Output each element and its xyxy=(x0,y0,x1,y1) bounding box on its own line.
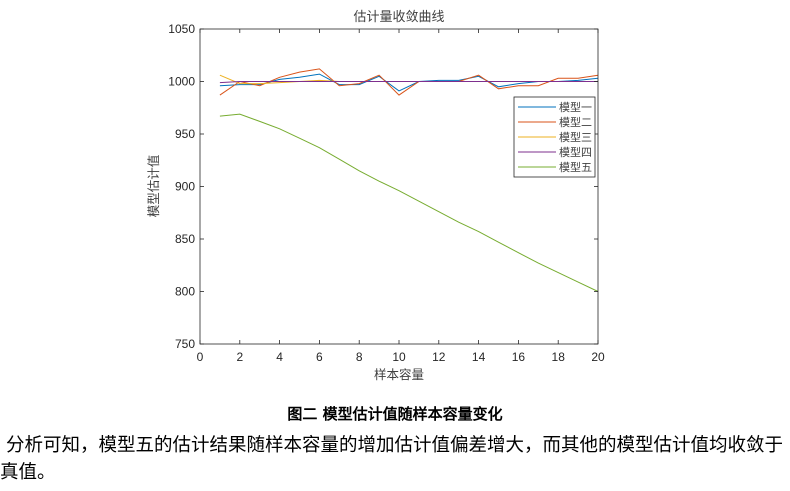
y-tick-label: 1000 xyxy=(168,75,195,89)
series-line-4 xyxy=(219,81,598,84)
legend-label: 模型一 xyxy=(559,100,592,114)
y-tick-label: 1050 xyxy=(168,22,195,36)
x-tick-label: 10 xyxy=(392,350,406,364)
y-tick-label: 800 xyxy=(175,285,195,299)
x-tick-label: 16 xyxy=(512,350,526,364)
analysis-paragraph: 分析可知，模型五的估计结果随样本容量的增加估计值偏差增大，而其他的模型估计值均收… xyxy=(0,435,784,483)
x-tick-label: 4 xyxy=(276,350,283,364)
x-tick-label: 12 xyxy=(432,350,446,364)
x-tick-label: 18 xyxy=(552,350,566,364)
x-tick-label: 6 xyxy=(316,350,323,364)
series-line-5 xyxy=(219,113,599,292)
axes: 0 2 4 6 8 10 12 14 16 18 20 750 800 850 900 950 1000 1050 xyxy=(168,22,605,364)
x-tick-label: 14 xyxy=(472,350,486,364)
x-tick-label: 20 xyxy=(591,350,605,364)
figure-caption: 图二 模型估计值随样本容量变化 xyxy=(287,405,503,423)
x-axis-label: 样本容量 xyxy=(374,367,424,382)
x-tick-label: 2 xyxy=(236,350,243,364)
chart-title: 估计量收敛曲线 xyxy=(353,9,444,25)
y-tick-label: 850 xyxy=(175,232,195,246)
legend-label: 模型四 xyxy=(559,145,592,159)
series-line-2 xyxy=(219,68,599,96)
legend-label: 模型五 xyxy=(559,160,592,174)
convergence-chart: 估计量收敛曲线 0 2 4 6 8 10 12 14 16 18 20 750 800 850 900 950… xyxy=(146,9,605,382)
legend-label: 模型二 xyxy=(559,115,592,129)
y-axis-label: 模型估计值 xyxy=(146,155,161,218)
y-tick-label: 900 xyxy=(175,180,195,194)
plot-area xyxy=(200,29,599,344)
y-tick-label: 950 xyxy=(175,127,195,141)
x-tick-label: 0 xyxy=(197,350,204,364)
x-tick-label: 8 xyxy=(356,350,363,364)
legend-label: 模型三 xyxy=(559,130,592,144)
y-tick-label: 750 xyxy=(175,337,195,351)
